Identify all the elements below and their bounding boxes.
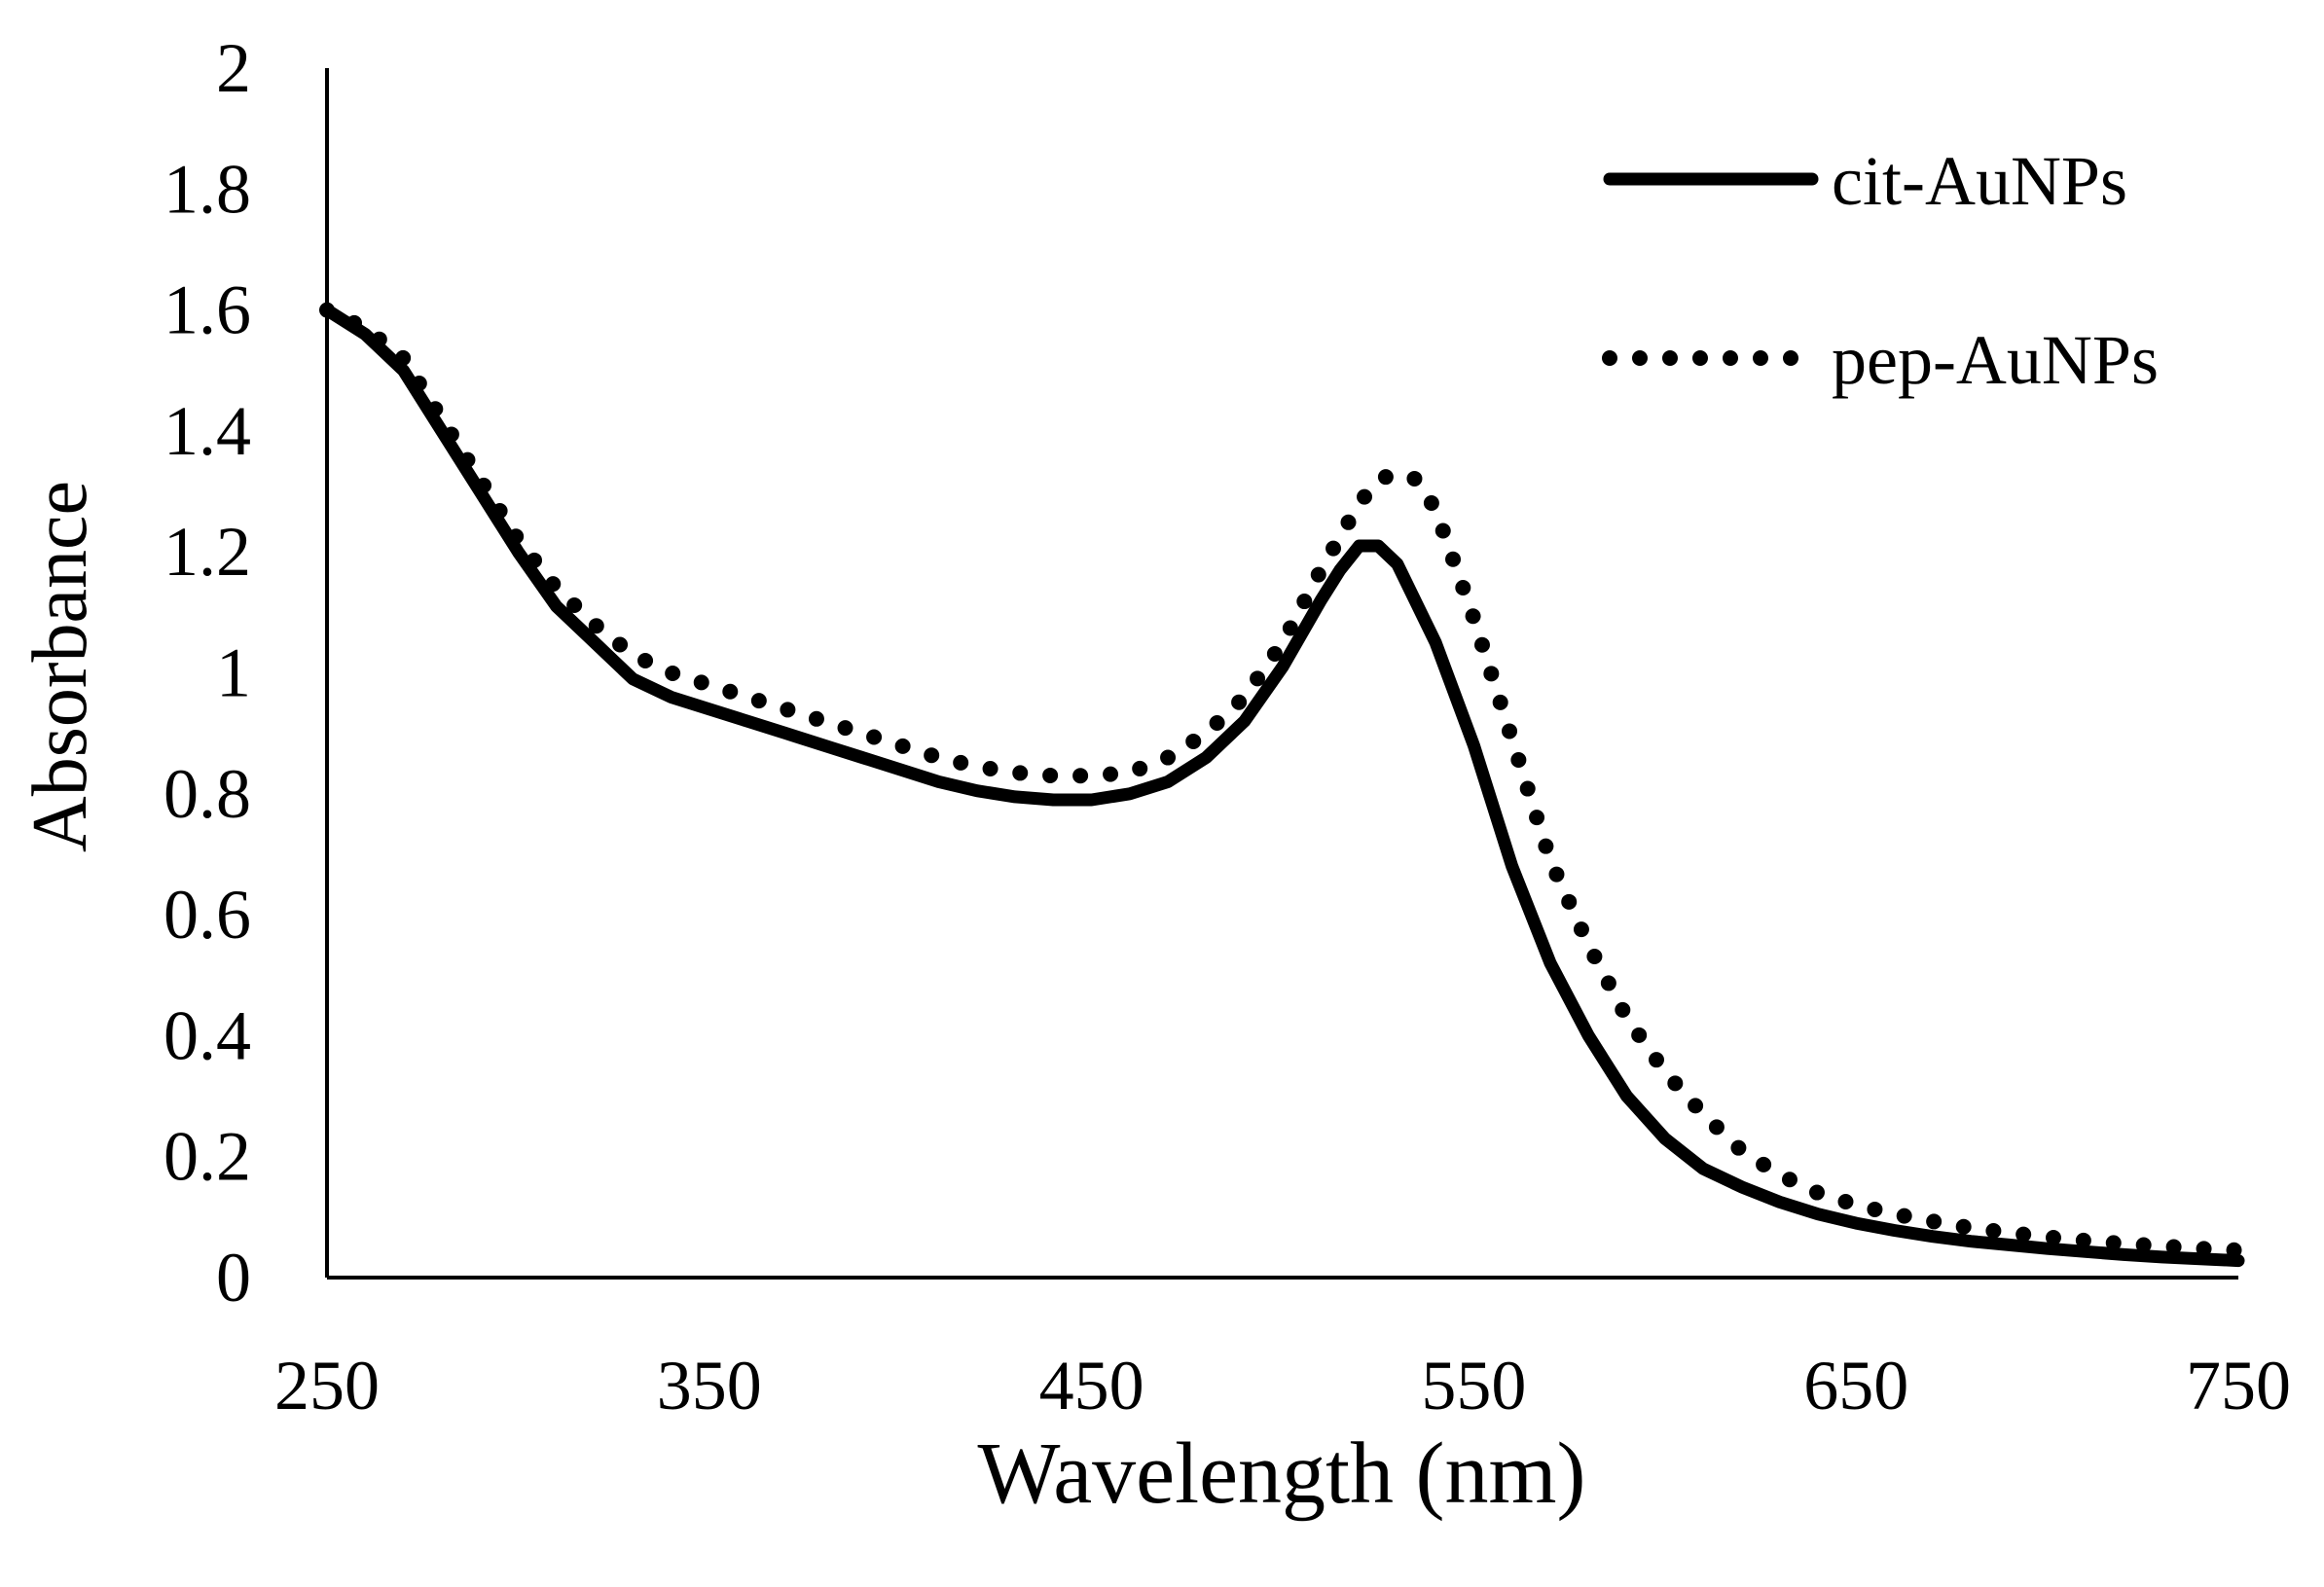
x-tick-label: 650 xyxy=(1803,1347,1908,1425)
legend-label: pep-AuNPs xyxy=(1832,321,2159,399)
y-tick-label: 0.8 xyxy=(163,755,251,833)
series-layer xyxy=(319,302,2246,1268)
y-tick-label: 0.6 xyxy=(163,876,251,954)
x-tick-label: 350 xyxy=(657,1347,762,1425)
legend-label: cit-AuNPs xyxy=(1832,142,2127,220)
y-tick-label: 1 xyxy=(216,634,251,712)
y-tick-label: 1.2 xyxy=(163,513,251,591)
y-tick-label: 0.2 xyxy=(163,1118,251,1196)
x-tick-labels: 250 350 450 550 650 750 xyxy=(274,1347,2291,1425)
x-axis-title: Wavelength (nm) xyxy=(977,1425,1585,1522)
x-tick-label: 750 xyxy=(2186,1347,2291,1425)
y-tick-label: 0 xyxy=(216,1239,251,1316)
x-tick-label: 450 xyxy=(1039,1347,1144,1425)
y-tick-labels: 0 0.2 0.4 0.6 0.8 1 1.2 1.4 1.6 1.8 2 xyxy=(163,29,251,1316)
y-tick-label: 0.4 xyxy=(163,996,251,1074)
y-axis-title: Absorbance xyxy=(18,481,103,852)
legend: cit-AuNPs pep-AuNPs xyxy=(1602,142,2159,399)
y-tick-label: 1.4 xyxy=(163,392,251,470)
y-tick-label: 1.8 xyxy=(163,150,251,228)
x-tick-label: 250 xyxy=(274,1347,380,1425)
series-line-pep-aunps xyxy=(319,302,2246,1258)
series-line-cit-aunps xyxy=(320,304,2245,1268)
y-tick-label: 1.6 xyxy=(163,271,251,349)
x-tick-label: 550 xyxy=(1421,1347,1526,1425)
y-tick-label: 2 xyxy=(216,29,251,107)
